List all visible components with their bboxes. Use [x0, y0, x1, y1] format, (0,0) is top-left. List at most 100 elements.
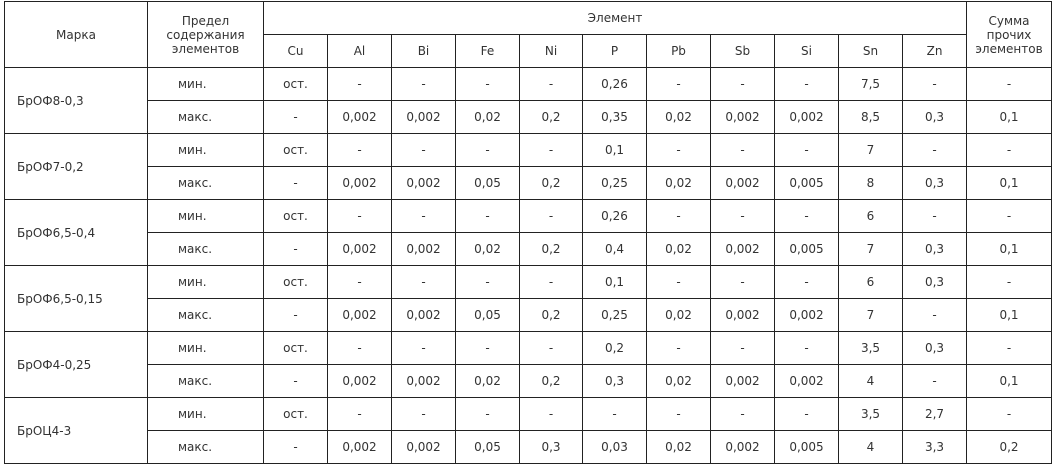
value-cell: -	[774, 133, 839, 167]
value-cell: 8,5	[838, 100, 903, 134]
value-cell: 0,002	[774, 100, 839, 134]
value-cell: 0,26	[582, 67, 647, 101]
value-cell: -	[710, 199, 775, 233]
value-cell: -	[646, 331, 711, 365]
value-cell: -	[391, 67, 456, 101]
value-cell: 0,2	[519, 232, 583, 266]
value-cell: -	[710, 265, 775, 299]
value-cell: 0,3	[901, 166, 968, 200]
value-cell: -	[774, 265, 839, 299]
value-cell: -	[966, 265, 1053, 299]
value-cell: -	[327, 199, 392, 233]
value-cell: -	[646, 397, 711, 431]
value-cell: 0,1	[966, 166, 1053, 200]
header-element-si: Si	[774, 34, 839, 68]
grade-cell: БрОФ4-0,25	[4, 331, 148, 398]
value-cell: 6	[838, 265, 903, 299]
value-cell: 0,002	[391, 232, 456, 266]
value-cell: 0,005	[774, 430, 839, 464]
value-cell: 0,02	[455, 364, 520, 398]
header-element-al: Al	[327, 34, 392, 68]
value-cell: 0,1	[966, 298, 1053, 332]
value-cell: -	[263, 364, 328, 398]
limit-cell: мин.	[147, 199, 264, 233]
value-cell: 7	[838, 133, 903, 167]
grade-cell: БрОФ8-0,3	[4, 67, 148, 134]
value-cell: -	[391, 265, 456, 299]
value-cell: ост.	[263, 331, 328, 365]
value-cell: -	[519, 67, 583, 101]
value-cell: 0,3	[901, 100, 968, 134]
value-cell: 0,25	[582, 298, 647, 332]
value-cell: 0,1	[966, 100, 1053, 134]
value-cell: ост.	[263, 133, 328, 167]
value-cell: 0,2	[519, 298, 583, 332]
value-cell: -	[901, 298, 968, 332]
value-cell: 0,1	[966, 232, 1053, 266]
table-header: Марка Предел содержания элементов Элемен…	[4, 1, 1053, 68]
value-cell: 0,002	[327, 166, 392, 200]
value-cell: 0,02	[455, 232, 520, 266]
limit-cell: макс.	[147, 100, 264, 134]
value-cell: 0,02	[646, 100, 711, 134]
value-cell: 0,002	[710, 298, 775, 332]
table-row: БрОФ6,5-0,4 мин. ост. - - - -0,26- - -6- -	[4, 199, 1053, 266]
value-cell: ост.	[263, 397, 328, 431]
value-cell: -	[774, 199, 839, 233]
limit-cell: макс.	[147, 364, 264, 398]
value-cell: -	[391, 199, 456, 233]
value-cell: -	[519, 265, 583, 299]
value-cell: 7,5	[838, 67, 903, 101]
value-cell: -	[391, 133, 456, 167]
value-cell: -	[519, 199, 583, 233]
value-cell: -	[263, 298, 328, 332]
value-cell: 0,002	[391, 430, 456, 464]
value-cell: -	[646, 67, 711, 101]
value-cell: 0,2	[519, 166, 583, 200]
value-cell: 0,2	[519, 364, 583, 398]
value-cell: -	[455, 199, 520, 233]
bronze-composition-table: Марка Предел содержания элементов Элемен…	[4, 1, 1053, 464]
value-cell: 3,3	[901, 430, 968, 464]
value-cell: -	[263, 430, 328, 464]
value-cell: ост.	[263, 265, 328, 299]
limit-cell: макс.	[147, 298, 264, 332]
limit-cell: мин.	[147, 331, 264, 365]
value-cell: ост.	[263, 199, 328, 233]
value-cell: -	[710, 133, 775, 167]
value-cell: 0,002	[327, 232, 392, 266]
value-cell: -	[391, 331, 456, 365]
value-cell: 0,2	[966, 430, 1053, 464]
value-cell: 0,3	[519, 430, 583, 464]
value-cell: -	[901, 199, 968, 233]
value-cell: -	[901, 67, 968, 101]
value-cell: -	[455, 67, 520, 101]
value-cell: 0,05	[455, 430, 520, 464]
value-cell: 0,002	[391, 166, 456, 200]
limit-cell: мин.	[147, 67, 264, 101]
limit-cell: мин.	[147, 265, 264, 299]
value-cell: -	[966, 67, 1053, 101]
table-row: макс. -0,002 0,002 0,02 0,2 0,35 0,02 0,002 0,00…	[5, 100, 1053, 134]
value-cell: -	[710, 331, 775, 365]
value-cell: 0,002	[710, 100, 775, 134]
value-cell: 0,02	[646, 430, 711, 464]
value-cell: 0,002	[710, 430, 775, 464]
value-cell: 0,02	[646, 364, 711, 398]
value-cell: 0,1	[582, 265, 647, 299]
grade-cell: БрОФ7-0,2	[4, 133, 148, 200]
value-cell: -	[646, 133, 711, 167]
value-cell: -	[646, 265, 711, 299]
header-element-p: P	[582, 34, 647, 68]
value-cell: -	[327, 67, 392, 101]
table-row: макс. -0,002 0,002 0,02 0,2 0,4 0,02 0,002 0,005…	[5, 232, 1053, 266]
value-cell: 3,5	[838, 397, 903, 431]
value-cell: 2,7	[901, 397, 968, 431]
value-cell: -	[455, 265, 520, 299]
value-cell: -	[774, 397, 839, 431]
value-cell: -	[582, 397, 647, 431]
value-cell: 0,26	[582, 199, 647, 233]
header-element-sn: Sn	[838, 34, 903, 68]
grade-cell: БрОФ6,5-0,15	[4, 265, 148, 332]
value-cell: -	[327, 265, 392, 299]
